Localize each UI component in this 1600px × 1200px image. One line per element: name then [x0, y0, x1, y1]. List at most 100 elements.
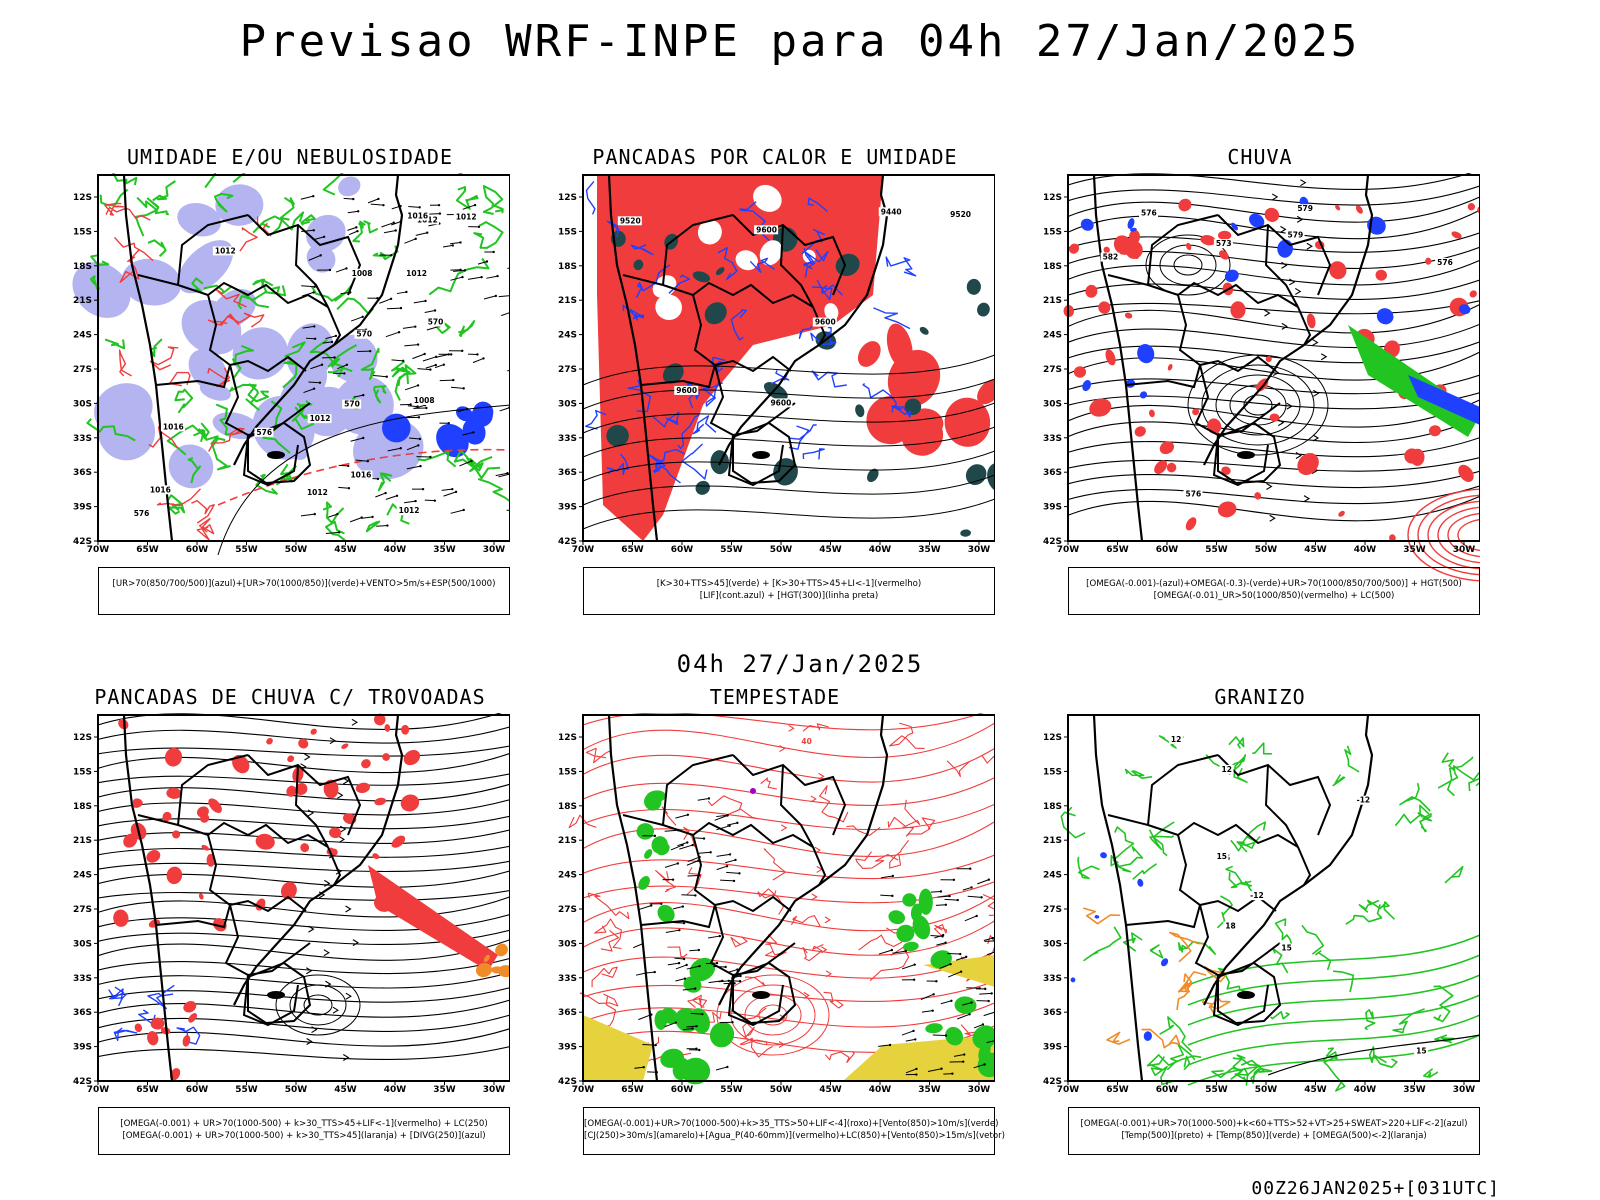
country-border — [1264, 224, 1299, 308]
wind-vector — [664, 862, 678, 868]
shower-area-red — [286, 785, 297, 797]
vector-head — [701, 1012, 704, 1016]
rain-area-blue — [1376, 308, 1394, 325]
streamline-arrow — [1288, 278, 1296, 286]
humidity-contour-green — [255, 473, 278, 495]
lat-label: 21S — [1043, 836, 1062, 846]
streamline-850-red — [582, 821, 995, 857]
contour-label: 12 — [1222, 765, 1232, 774]
vector-head — [914, 1038, 917, 1041]
vector-head — [693, 987, 697, 990]
map-chuva: 579 579 576 573 576 582 576 12S 15S 18S 21S 24S 27S 3… — [1043, 173, 1480, 582]
vector-head — [715, 961, 719, 965]
lifted-index-contour-blue — [885, 256, 917, 277]
wind-vector — [355, 459, 368, 462]
thickness-contour-red — [239, 227, 258, 252]
country-border — [1107, 274, 1299, 308]
lifted-index-contour-blue — [749, 257, 775, 273]
temperature-850-contour-green — [1417, 812, 1433, 833]
contour-label: 1008 — [352, 269, 373, 278]
vector-head — [697, 948, 701, 952]
humidity-contour-green — [204, 173, 246, 189]
lat-label: 27S — [558, 905, 577, 915]
temperature-850-contour-green — [1270, 1011, 1290, 1020]
country-border — [327, 846, 342, 886]
vector-head — [492, 250, 495, 254]
wind-vector — [450, 386, 464, 389]
vector-head — [915, 1067, 918, 1071]
legend-line: [Temp(500)](preto) + [Temp(850)](verde) … — [1121, 1131, 1427, 1141]
shower-area-red — [266, 738, 273, 745]
vector-head — [433, 499, 437, 502]
vector-head — [376, 477, 380, 481]
wind-vector — [376, 525, 388, 527]
temperature-850-contour-green — [1149, 944, 1164, 959]
wind-vector — [664, 829, 679, 832]
streamline — [97, 799, 510, 816]
wind-vector — [953, 1054, 965, 1057]
humidity-contour-green — [171, 503, 183, 511]
map-frame — [1067, 714, 1480, 1082]
lat-label: 27S — [558, 365, 577, 375]
country-border — [207, 294, 307, 373]
vector-head — [337, 531, 341, 534]
instability-area-green — [606, 424, 629, 447]
lon-label: 30W — [1453, 1085, 1476, 1095]
contour-label: 576 — [1141, 208, 1157, 217]
humidity-contour-green — [373, 385, 387, 404]
lon-label: 35W — [1403, 545, 1426, 555]
precipitable-water-contour-red — [790, 915, 821, 927]
shower-area-orange — [495, 943, 508, 957]
streamline-arrow — [307, 809, 315, 817]
vector-head — [313, 512, 316, 516]
country-border — [247, 754, 362, 836]
humidity-contour-green — [360, 347, 380, 381]
wind-vector — [637, 905, 652, 911]
lake-shape — [752, 991, 770, 999]
country-border — [1297, 846, 1312, 886]
omega-contour-orange — [1083, 907, 1121, 925]
wind-vector — [483, 295, 496, 300]
lon-label: 55W — [235, 1085, 258, 1095]
wind-vector — [462, 431, 474, 436]
thickness-contour-red — [105, 206, 151, 221]
wind-vector — [708, 935, 720, 939]
temperature-850-contour-green — [1122, 932, 1143, 952]
instability-area-red — [891, 357, 937, 406]
wind-vector — [683, 1027, 693, 1031]
rain-area-red — [1467, 203, 1476, 211]
shower-area-orange — [491, 966, 504, 974]
vector-head — [739, 974, 742, 978]
humidity-contour-green — [417, 450, 457, 468]
lon-label: 65W — [1106, 1085, 1129, 1095]
lat-label: 12S — [73, 733, 92, 743]
vector-head — [987, 878, 991, 881]
temperature-850-contour-green — [1434, 1034, 1455, 1044]
vector-head — [726, 1065, 729, 1069]
shower-area-red — [162, 811, 172, 822]
streamline-arrow — [329, 737, 337, 745]
contour-label: 15 — [1281, 944, 1291, 953]
wind-area-green — [654, 1010, 668, 1030]
humidity-contour-green — [237, 280, 268, 310]
lon-label: 50W — [770, 1085, 793, 1095]
vector-head — [333, 356, 336, 359]
panel-pancadas-trovoadas: PANCADAS DE CHUVA C/ TROVOADAS 12S 15S 18S… — [70, 685, 510, 1165]
vector-head — [702, 837, 706, 840]
instability-area-green — [960, 529, 972, 537]
streamline-arrow — [337, 791, 344, 799]
vector-head — [682, 957, 686, 961]
wind-vector — [450, 509, 464, 514]
streamline — [1067, 470, 1480, 489]
vector-head — [313, 325, 316, 328]
vector-head — [698, 964, 701, 968]
humidity-contour-green — [455, 186, 479, 210]
wind-vector — [940, 1000, 952, 1005]
wind-vector — [406, 444, 419, 451]
lake-shape — [1237, 991, 1255, 999]
wind-vector — [407, 405, 418, 408]
contour-label: 15 — [1416, 1047, 1426, 1056]
streamline-arrow — [1278, 419, 1285, 427]
wind-vector — [322, 341, 333, 344]
lifted-index-contour-blue — [647, 453, 681, 484]
